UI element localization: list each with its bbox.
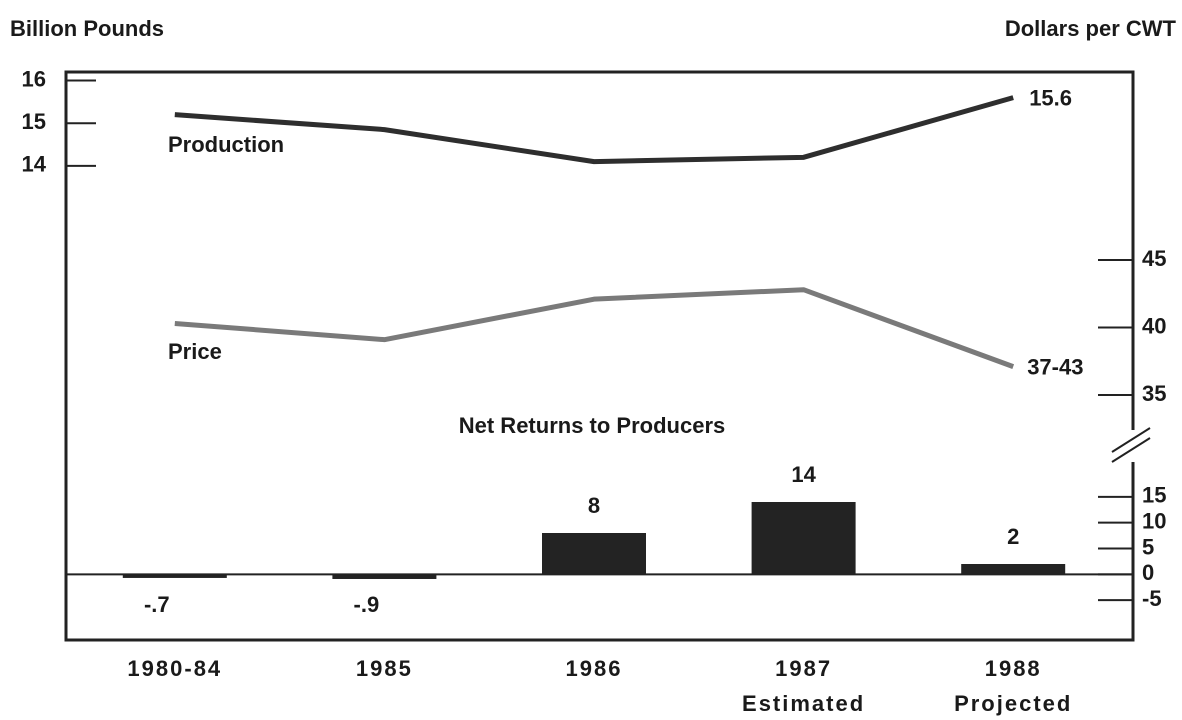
line: [174, 287, 1015, 369]
annotation: 37-43: [1027, 354, 1083, 379]
series-label: Price: [168, 339, 222, 364]
y2-tick-label: 10: [1142, 508, 1166, 533]
bar: [122, 574, 227, 578]
y2-tick-label: 40: [1142, 313, 1166, 338]
data-label: 2: [1007, 524, 1019, 549]
bar-title: Net Returns to Producers: [459, 413, 726, 438]
bar: [542, 533, 646, 575]
x-tick-label: 1980-84: [127, 656, 222, 681]
data-label: -.9: [354, 592, 380, 617]
left-axis-label: Billion Pounds: [10, 16, 164, 41]
break-line: [1111, 437, 1151, 463]
y2-tick-label: 35: [1142, 381, 1166, 406]
data-label: 14: [791, 462, 816, 487]
y-tick-label: 14: [22, 152, 47, 177]
y2-tick-label: 5: [1142, 534, 1154, 559]
bar: [751, 502, 856, 575]
y-tick-label: 16: [22, 66, 46, 91]
x-tick-note: Estimated: [742, 691, 865, 716]
right-axis-label: Dollars per CWT: [1005, 16, 1177, 41]
bar: [332, 574, 437, 579]
x-tick-label: 1987: [775, 656, 832, 681]
data-label: 8: [588, 493, 600, 518]
x-tick-label: 1986: [566, 656, 623, 681]
x-tick-label: 1985: [356, 656, 413, 681]
y2-tick-label: -5: [1142, 586, 1162, 611]
axis-break: [1110, 427, 1151, 463]
plot-frame: [64, 70, 1135, 642]
y2-tick-label: 45: [1142, 246, 1166, 271]
y2-tick-label: 0: [1142, 560, 1154, 585]
x-tick-label: 1988: [985, 656, 1042, 681]
data-label: 15.6: [1029, 85, 1072, 110]
line: [174, 95, 1014, 165]
x-tick-note: Projected: [954, 691, 1072, 716]
break-gap: [1110, 430, 1150, 462]
y2-tick-label: 15: [1142, 483, 1166, 508]
y-tick-label: 15: [22, 109, 46, 134]
break-line: [1111, 427, 1151, 453]
data-label: -.7: [144, 592, 170, 617]
series-label: Production: [168, 132, 284, 157]
bar: [961, 564, 1066, 575]
